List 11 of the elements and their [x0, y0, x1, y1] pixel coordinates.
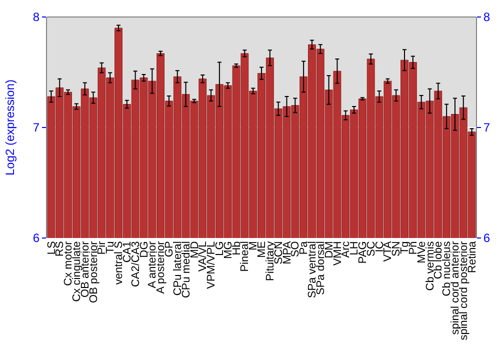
- y2-tick-label: 8: [483, 10, 490, 24]
- y2-tick-label: 6: [483, 231, 490, 246]
- x-tick-label: Tg: [399, 241, 412, 254]
- y2-tick-label: 7: [483, 120, 490, 135]
- y-axis-title: Log2 (expression): [3, 79, 18, 176]
- x-tick-label: OB posterior: [88, 240, 100, 303]
- y-tick-label: 7: [32, 120, 40, 135]
- y-tick-label: 8: [32, 10, 40, 24]
- y-tick-label: 6: [32, 231, 40, 246]
- x-tick-label: Retina: [466, 240, 478, 273]
- x-tick-label: Pituitary: [264, 240, 276, 281]
